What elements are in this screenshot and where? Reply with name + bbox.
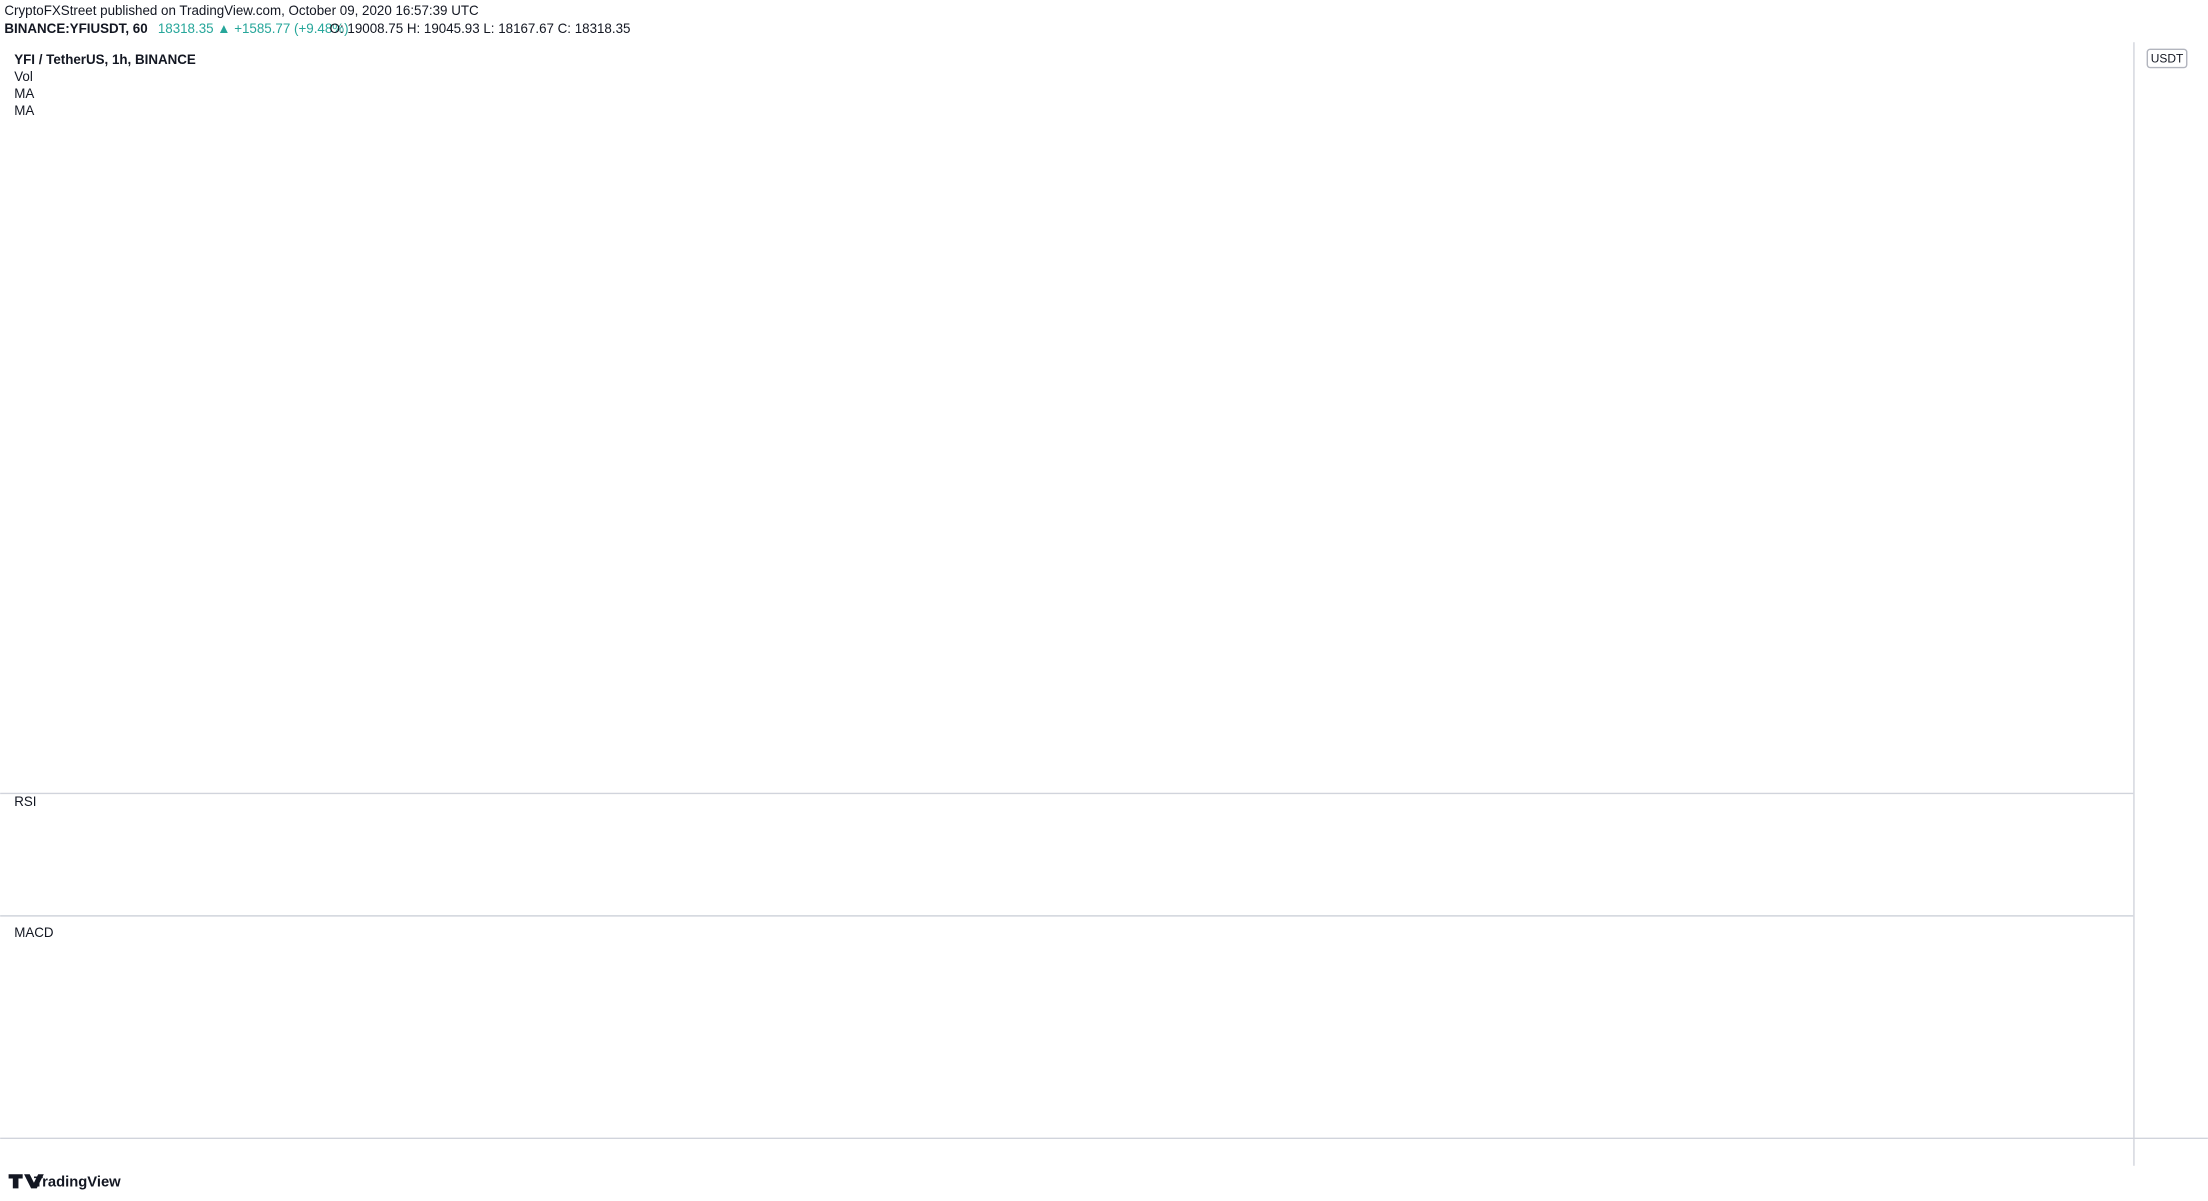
- logo-icon: [8, 1174, 44, 1189]
- legend-ma: MA: [14, 86, 34, 101]
- macd-title: MACD: [14, 925, 54, 940]
- legend-ma: MA: [14, 103, 34, 118]
- legend-volume: Vol: [14, 69, 33, 84]
- last-price: 18318.35 ▲ +1585.77 (+9.48%): [158, 21, 349, 36]
- currency-box[interactable]: [2146, 48, 2188, 69]
- chart-title: YFI / TetherUS, 1h, BINANCE: [14, 52, 196, 67]
- symbol: BINANCE:YFIUSDT, 60: [4, 21, 147, 36]
- rsi-title: RSI: [14, 794, 36, 809]
- footer-logo: TradingView: [34, 1175, 121, 1191]
- currency[interactable]: USDT: [2151, 51, 2184, 65]
- ohlc: O: 19008.75 H: 19045.93 L: 18167.67 C: 1…: [330, 21, 631, 36]
- publisher-line: CryptoFXStreet published on TradingView.…: [4, 3, 479, 18]
